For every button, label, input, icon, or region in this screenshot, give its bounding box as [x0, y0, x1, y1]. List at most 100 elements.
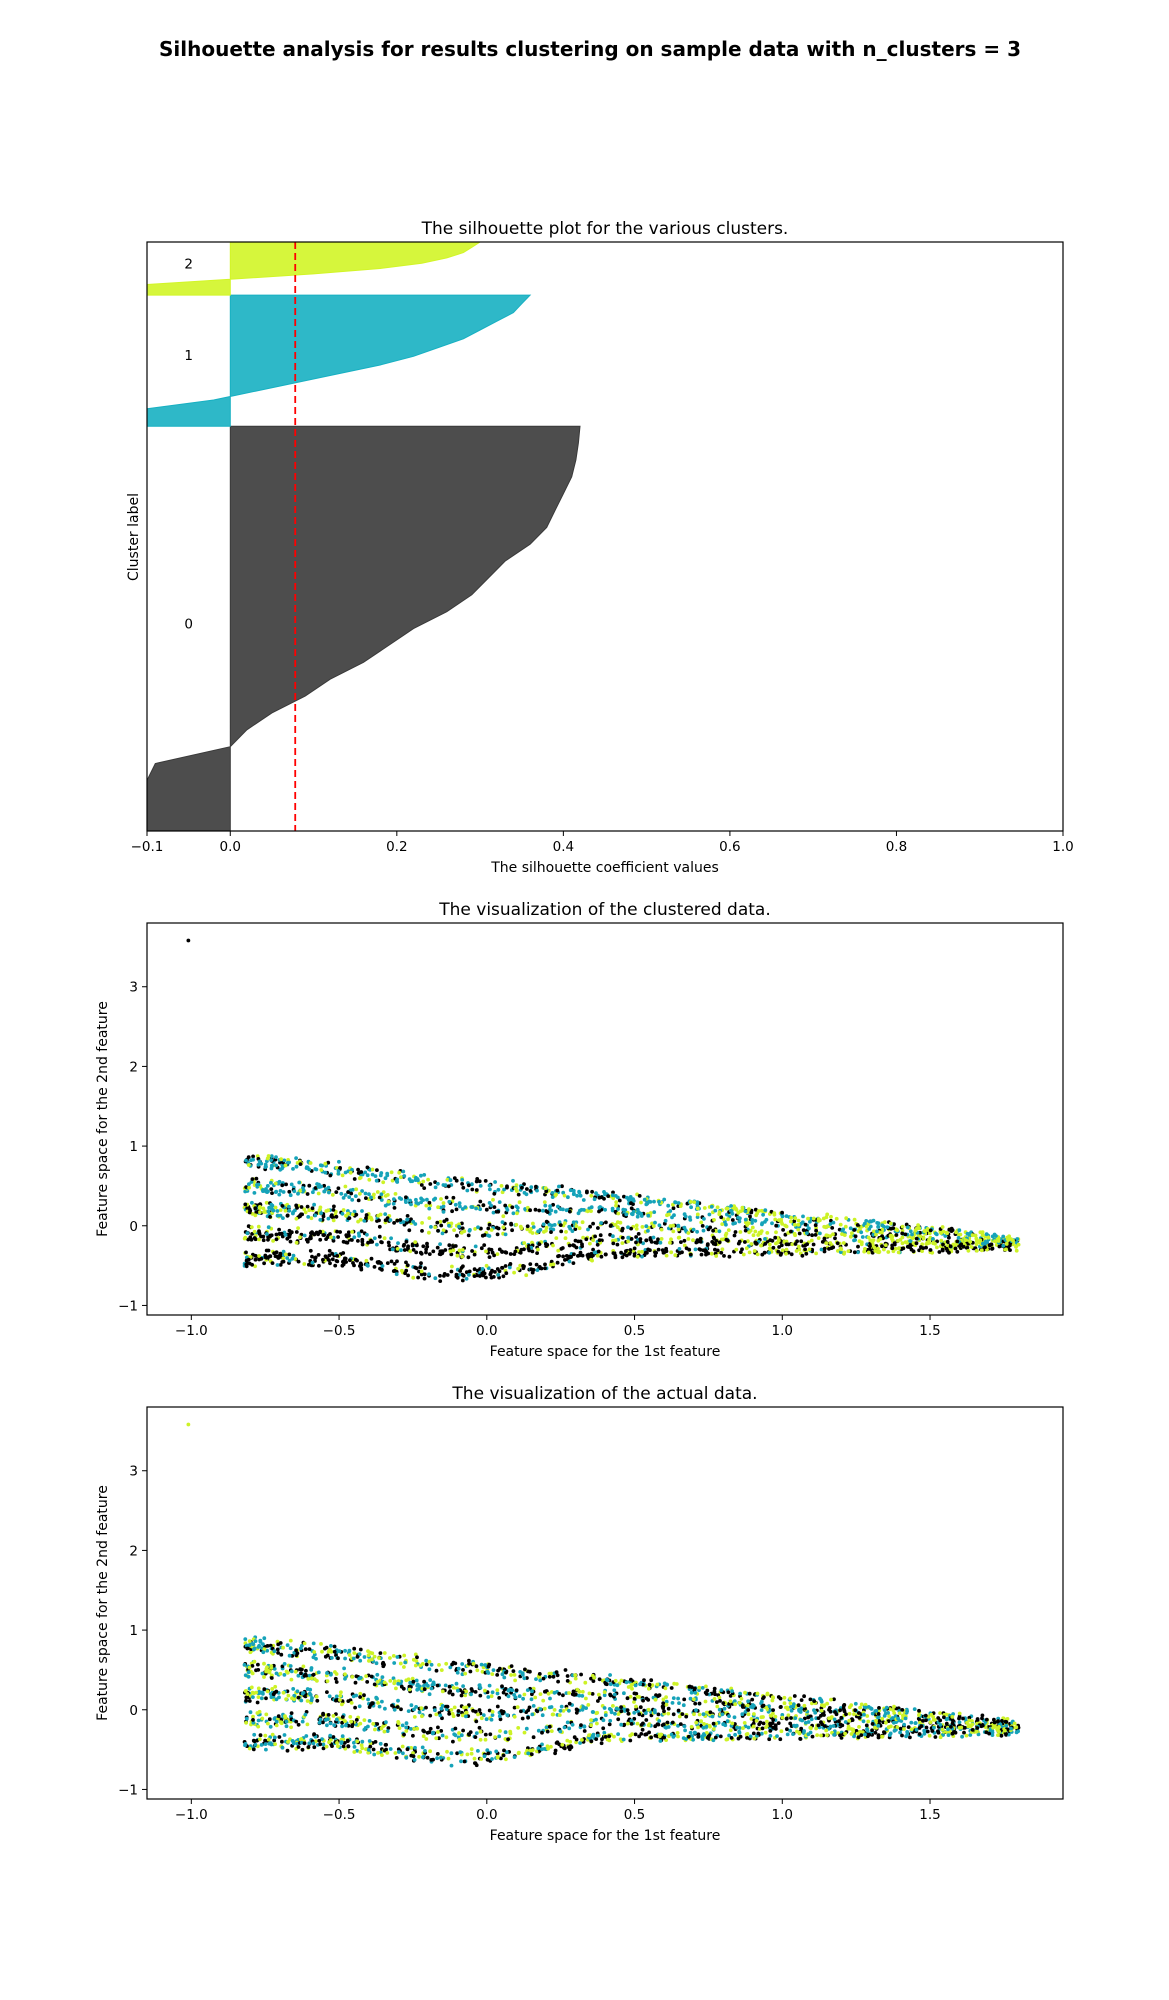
- data-point: [592, 1197, 597, 1202]
- data-point: [287, 1258, 292, 1263]
- data-point: [278, 1251, 283, 1256]
- data-point: [711, 1235, 716, 1240]
- data-point: [479, 1662, 484, 1667]
- data-point: [568, 1209, 572, 1214]
- data-point: [568, 1739, 573, 1744]
- data-point: [792, 1723, 797, 1728]
- data-point: [719, 1215, 724, 1220]
- data-point: [691, 1737, 695, 1742]
- data-point: [452, 1176, 457, 1180]
- data-point: [602, 1706, 607, 1710]
- data-point: [305, 1165, 310, 1170]
- data-point: [487, 1708, 492, 1713]
- data-point: [375, 1672, 380, 1677]
- data-point: [431, 1249, 436, 1254]
- data-point: [699, 1252, 704, 1257]
- data-point: [427, 1206, 432, 1211]
- data-point: [360, 1746, 365, 1751]
- data-point: [699, 1220, 704, 1225]
- data-point: [705, 1243, 710, 1247]
- data-point: [522, 1692, 527, 1697]
- data-point: [280, 1204, 285, 1208]
- data-point: [551, 1243, 555, 1248]
- data-point: [844, 1712, 848, 1717]
- data-point: [525, 1224, 530, 1229]
- data-point: [918, 1720, 922, 1725]
- data-point: [789, 1215, 794, 1220]
- data-point: [901, 1713, 905, 1718]
- data-point: [360, 1239, 365, 1244]
- data-point: [763, 1237, 767, 1241]
- data-point: [618, 1220, 623, 1225]
- data-point: [697, 1701, 702, 1706]
- data-point: [573, 1692, 578, 1697]
- data-point: [318, 1717, 323, 1722]
- data-point: [477, 1683, 482, 1688]
- data-point: [921, 1246, 926, 1250]
- data-point: [402, 1242, 406, 1247]
- data-point: [1001, 1234, 1006, 1239]
- data-point: [838, 1250, 843, 1254]
- data-point: [469, 1747, 474, 1751]
- data-point: [788, 1219, 793, 1224]
- data-point: [801, 1214, 805, 1219]
- data-point: [392, 1707, 397, 1712]
- data-point: [305, 1699, 310, 1703]
- data-point: [759, 1731, 764, 1736]
- data-point: [503, 1264, 508, 1268]
- data-point: [502, 1675, 507, 1680]
- data-point: [329, 1671, 333, 1676]
- data-point: [302, 1233, 307, 1238]
- data-point: [571, 1243, 576, 1247]
- data-point: [602, 1196, 606, 1201]
- data-point: [691, 1227, 696, 1232]
- data-point: [503, 1250, 508, 1255]
- data-point: [285, 1213, 290, 1218]
- data-point: [369, 1195, 373, 1200]
- data-point: [479, 1246, 484, 1251]
- data-point: [277, 1227, 281, 1232]
- data-point: [394, 1272, 399, 1277]
- data-point: [607, 1722, 612, 1727]
- data-point: [351, 1261, 355, 1265]
- data-point: [904, 1222, 909, 1227]
- data-point: [445, 1177, 450, 1182]
- data-point: [567, 1747, 572, 1752]
- data-point: [782, 1701, 787, 1706]
- data-point: [472, 1756, 477, 1761]
- data-point: [336, 1744, 340, 1749]
- data-point: [357, 1652, 362, 1657]
- data-point: [643, 1732, 648, 1737]
- data-point: [411, 1275, 416, 1280]
- data-point: [779, 1729, 784, 1734]
- data-point: [574, 1740, 578, 1745]
- data-point: [448, 1178, 453, 1182]
- data-point: [413, 1663, 418, 1668]
- data-point: [580, 1689, 585, 1694]
- data-point: [414, 1200, 419, 1205]
- data-point: [354, 1718, 359, 1722]
- data-point: [755, 1691, 760, 1696]
- data-point: [490, 1757, 494, 1761]
- data-point: [343, 1193, 348, 1197]
- data-point: [292, 1189, 297, 1194]
- data-point: [367, 1719, 372, 1723]
- data-point: [497, 1696, 502, 1700]
- data-point: [466, 1183, 471, 1188]
- data-point: [611, 1241, 616, 1246]
- data-point: [444, 1661, 449, 1666]
- data-point: [757, 1722, 762, 1727]
- data-point: [446, 1184, 451, 1189]
- data-point: [339, 1740, 344, 1744]
- data-point: [303, 1712, 308, 1717]
- x-tick-label: 0.0: [476, 1323, 497, 1339]
- data-point: [955, 1249, 960, 1254]
- data-point: [405, 1214, 410, 1218]
- data-point: [340, 1263, 345, 1268]
- data-point: [323, 1170, 328, 1175]
- data-point: [311, 1655, 316, 1660]
- silhouette-plot-title: The silhouette plot for the various clus…: [421, 219, 789, 239]
- data-point: [265, 1156, 270, 1161]
- data-point: [726, 1217, 730, 1222]
